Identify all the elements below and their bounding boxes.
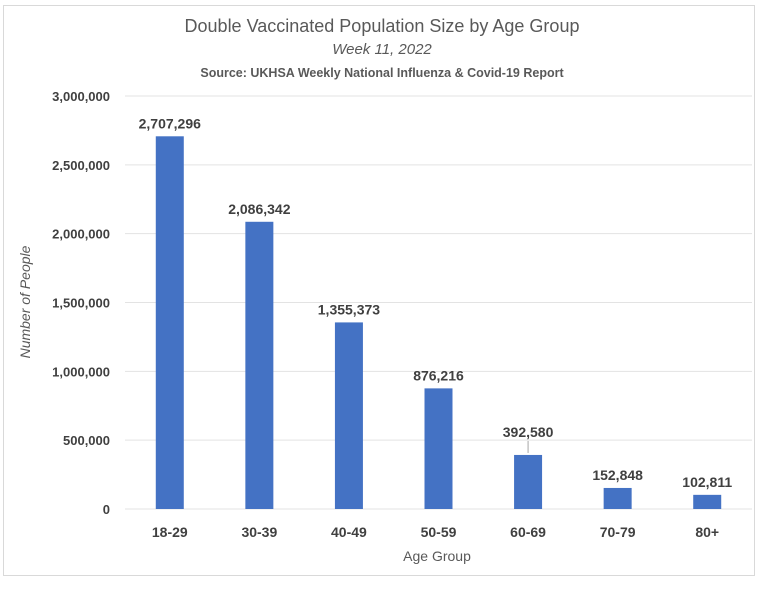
x-tick-label: 70-79 — [600, 524, 636, 540]
bar — [514, 454, 543, 509]
y-tick-label: 2,500,000 — [52, 158, 110, 173]
x-tick-label: 40-49 — [331, 524, 367, 540]
bar — [693, 494, 722, 509]
x-tick-label: 30-39 — [241, 524, 277, 540]
y-tick-label: 1,000,000 — [52, 364, 110, 379]
x-tick-label: 50-59 — [421, 524, 457, 540]
y-tick-label: 2,000,000 — [52, 227, 110, 242]
data-label: 152,848 — [592, 467, 643, 483]
chart-subtitle: Week 11, 2022 — [332, 41, 432, 58]
data-label: 392,580 — [503, 424, 554, 440]
x-axis-label: Age Group — [403, 548, 471, 564]
bar — [245, 221, 274, 509]
bar — [155, 136, 184, 509]
bar — [424, 388, 453, 509]
x-tick-label: 80+ — [695, 524, 719, 540]
bar — [334, 322, 363, 509]
y-tick-label: 0 — [103, 502, 110, 517]
x-tick-label: 18-29 — [152, 524, 188, 540]
y-tick-label: 500,000 — [63, 433, 110, 448]
data-label: 2,086,342 — [228, 201, 290, 217]
chart-frame — [3, 5, 755, 576]
chart-source: Source: UKHSA Weekly National Influenza … — [200, 66, 564, 80]
x-tick-label: 60-69 — [510, 524, 546, 540]
y-axis-label: Number of People — [17, 245, 33, 358]
chart-title: Double Vaccinated Population Size by Age… — [185, 16, 580, 36]
data-label: 876,216 — [413, 367, 464, 383]
y-tick-label: 3,000,000 — [52, 89, 110, 104]
data-label: 102,811 — [682, 474, 732, 490]
bar — [603, 487, 632, 509]
y-tick-label: 1,500,000 — [52, 296, 110, 311]
data-label: 1,355,373 — [318, 301, 380, 317]
data-label: 2,707,296 — [139, 115, 201, 131]
